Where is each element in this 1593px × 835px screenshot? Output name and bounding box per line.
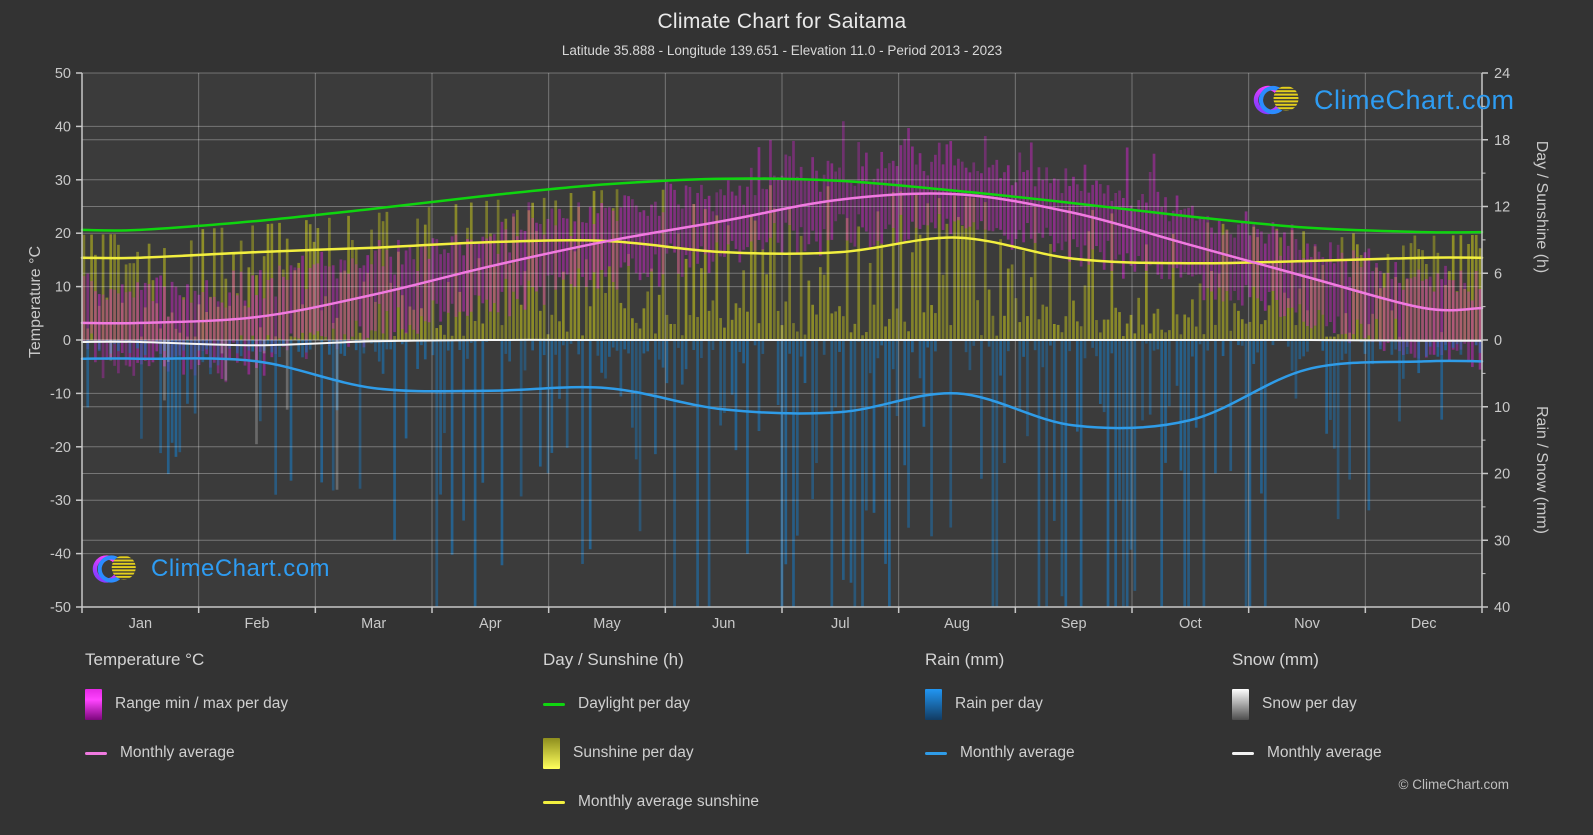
tick-label: -40 — [50, 547, 71, 563]
page-subtitle: Latitude 35.888 - Longitude 139.651 - El… — [561, 43, 1003, 58]
legend-snow: Snow (mm) Snow per day Monthly average — [1232, 650, 1382, 786]
pink-line-swatch — [85, 751, 107, 755]
daylight-line — [80, 177, 1484, 234]
month-labels: Jan Feb Mar Apr May Jun Jul Aug Sep Oct Nov Dec — [129, 616, 1437, 632]
snow-average-line — [81, 338, 1483, 347]
legend-item: Sunshine per day — [543, 737, 759, 769]
right-sun-axis-title: Day / Sunshine (h) — [1533, 140, 1550, 274]
legend-temperature: Temperature °C Range min / max per day M… — [85, 650, 288, 786]
month-label: Aug — [944, 616, 970, 632]
axes — [76, 72, 1488, 613]
rain-daily-bars — [86, 340, 1482, 607]
month-label: Nov — [1294, 616, 1321, 632]
magenta-gradient-swatch — [85, 688, 102, 720]
tick-label: 12 — [1494, 200, 1510, 216]
green-line-swatch — [543, 702, 565, 706]
month-label: Sep — [1061, 616, 1087, 632]
legend-label: Sunshine per day — [573, 744, 694, 761]
tick-label: 50 — [55, 66, 71, 82]
legend-label: Monthly average sunshine — [578, 793, 759, 810]
legend-label: Range min / max per day — [115, 695, 289, 712]
left-axis-title: Temperature °C — [27, 245, 44, 359]
legend-label: Daylight per day — [578, 695, 691, 712]
legend-label: Rain per day — [955, 695, 1043, 712]
legend-label: Monthly average — [120, 744, 235, 761]
tick-label: 6 — [1494, 266, 1502, 282]
axis-tick-labels: 50 40 30 20 10 0 -10 -20 -30 -40 -50 24 18 12 6 0 10 20 30… — [50, 66, 1510, 616]
legend-item: Monthly average — [1232, 737, 1382, 769]
climechart-logo-bottom: ClimeChart.com — [92, 549, 330, 589]
sunshine-daily-bars — [82, 185, 1482, 340]
legend-item: Monthly average — [925, 737, 1075, 769]
month-label: Oct — [1179, 616, 1202, 632]
month-label: Mar — [361, 616, 386, 632]
legend-header: Temperature °C — [85, 650, 205, 669]
tick-label: -20 — [50, 440, 71, 456]
legend-item: Rain per day — [925, 688, 1075, 720]
tick-label: -30 — [50, 493, 71, 509]
month-label: Jul — [831, 616, 850, 632]
legend-item: Snow per day — [1232, 688, 1382, 720]
month-label: Jun — [712, 616, 735, 632]
tick-label: 40 — [55, 119, 71, 135]
white-line-swatch — [1232, 751, 1254, 755]
month-label: Apr — [479, 616, 502, 632]
gray-gradient-swatch — [1232, 688, 1249, 720]
blue-line-swatch — [925, 751, 947, 755]
axis-ticks — [1482, 105, 1486, 575]
tick-label: 10 — [55, 280, 71, 296]
tick-label: 20 — [1494, 467, 1510, 483]
climechart-logo-top: ClimeChart.com — [1253, 80, 1515, 120]
climechart-logo-icon — [1253, 85, 1299, 115]
climechart-logo-text: ClimeChart.com — [1314, 84, 1515, 115]
month-label: May — [593, 616, 621, 632]
legend-item: Range min / max per day — [85, 688, 288, 720]
tick-label: 30 — [55, 173, 71, 189]
month-label: Dec — [1411, 616, 1437, 632]
climate-chart-canvas: 50 40 30 20 10 0 -10 -20 -30 -40 -50 24 18 12 6 0 10 20 30… — [50, 66, 1510, 632]
legend-item: Monthly average sunshine — [543, 786, 759, 818]
legend-header: Rain (mm) — [925, 650, 1005, 669]
tick-label: 18 — [1494, 133, 1510, 149]
legend-header: Day / Sunshine (h) — [543, 650, 684, 669]
legend-day-sunshine: Day / Sunshine (h) Daylight per day Suns… — [543, 650, 759, 835]
temperature-average-line — [80, 192, 1484, 325]
legend-header: Snow (mm) — [1232, 650, 1319, 669]
climechart-logo-icon — [92, 555, 136, 583]
rain-average-line — [80, 357, 1484, 430]
climechart-logo-text: ClimeChart.com — [151, 555, 331, 582]
page-title: Climate Chart for Saitama — [657, 10, 907, 33]
tick-label: -10 — [50, 386, 71, 402]
copyright: © ClimeChart.com — [1398, 777, 1509, 792]
tick-label: 10 — [1494, 400, 1510, 416]
sunshine-average-line — [80, 236, 1484, 265]
tick-label: 0 — [63, 333, 71, 349]
month-label: Jan — [129, 616, 152, 632]
tick-label: 24 — [1494, 66, 1510, 82]
right-rain-axis-title: Rain / Snow (mm) — [1533, 405, 1550, 535]
legend-item: Daylight per day — [543, 688, 759, 720]
legend-rain: Rain (mm) Rain per day Monthly average — [925, 650, 1075, 786]
tick-label: 0 — [1494, 333, 1502, 349]
yellow-gradient-swatch — [543, 737, 560, 769]
tick-label: 30 — [1494, 533, 1510, 549]
tick-label: 40 — [1494, 600, 1510, 616]
legend-label: Monthly average — [960, 744, 1075, 761]
legend-label: Snow per day — [1262, 695, 1357, 712]
yellow-line-swatch — [543, 800, 565, 804]
tick-label: 20 — [55, 226, 71, 242]
blue-gradient-swatch — [925, 688, 942, 720]
legend-label: Monthly average — [1267, 744, 1382, 761]
legend-item: Monthly average — [85, 737, 288, 769]
tick-label: -50 — [50, 600, 71, 616]
month-label: Feb — [245, 616, 270, 632]
